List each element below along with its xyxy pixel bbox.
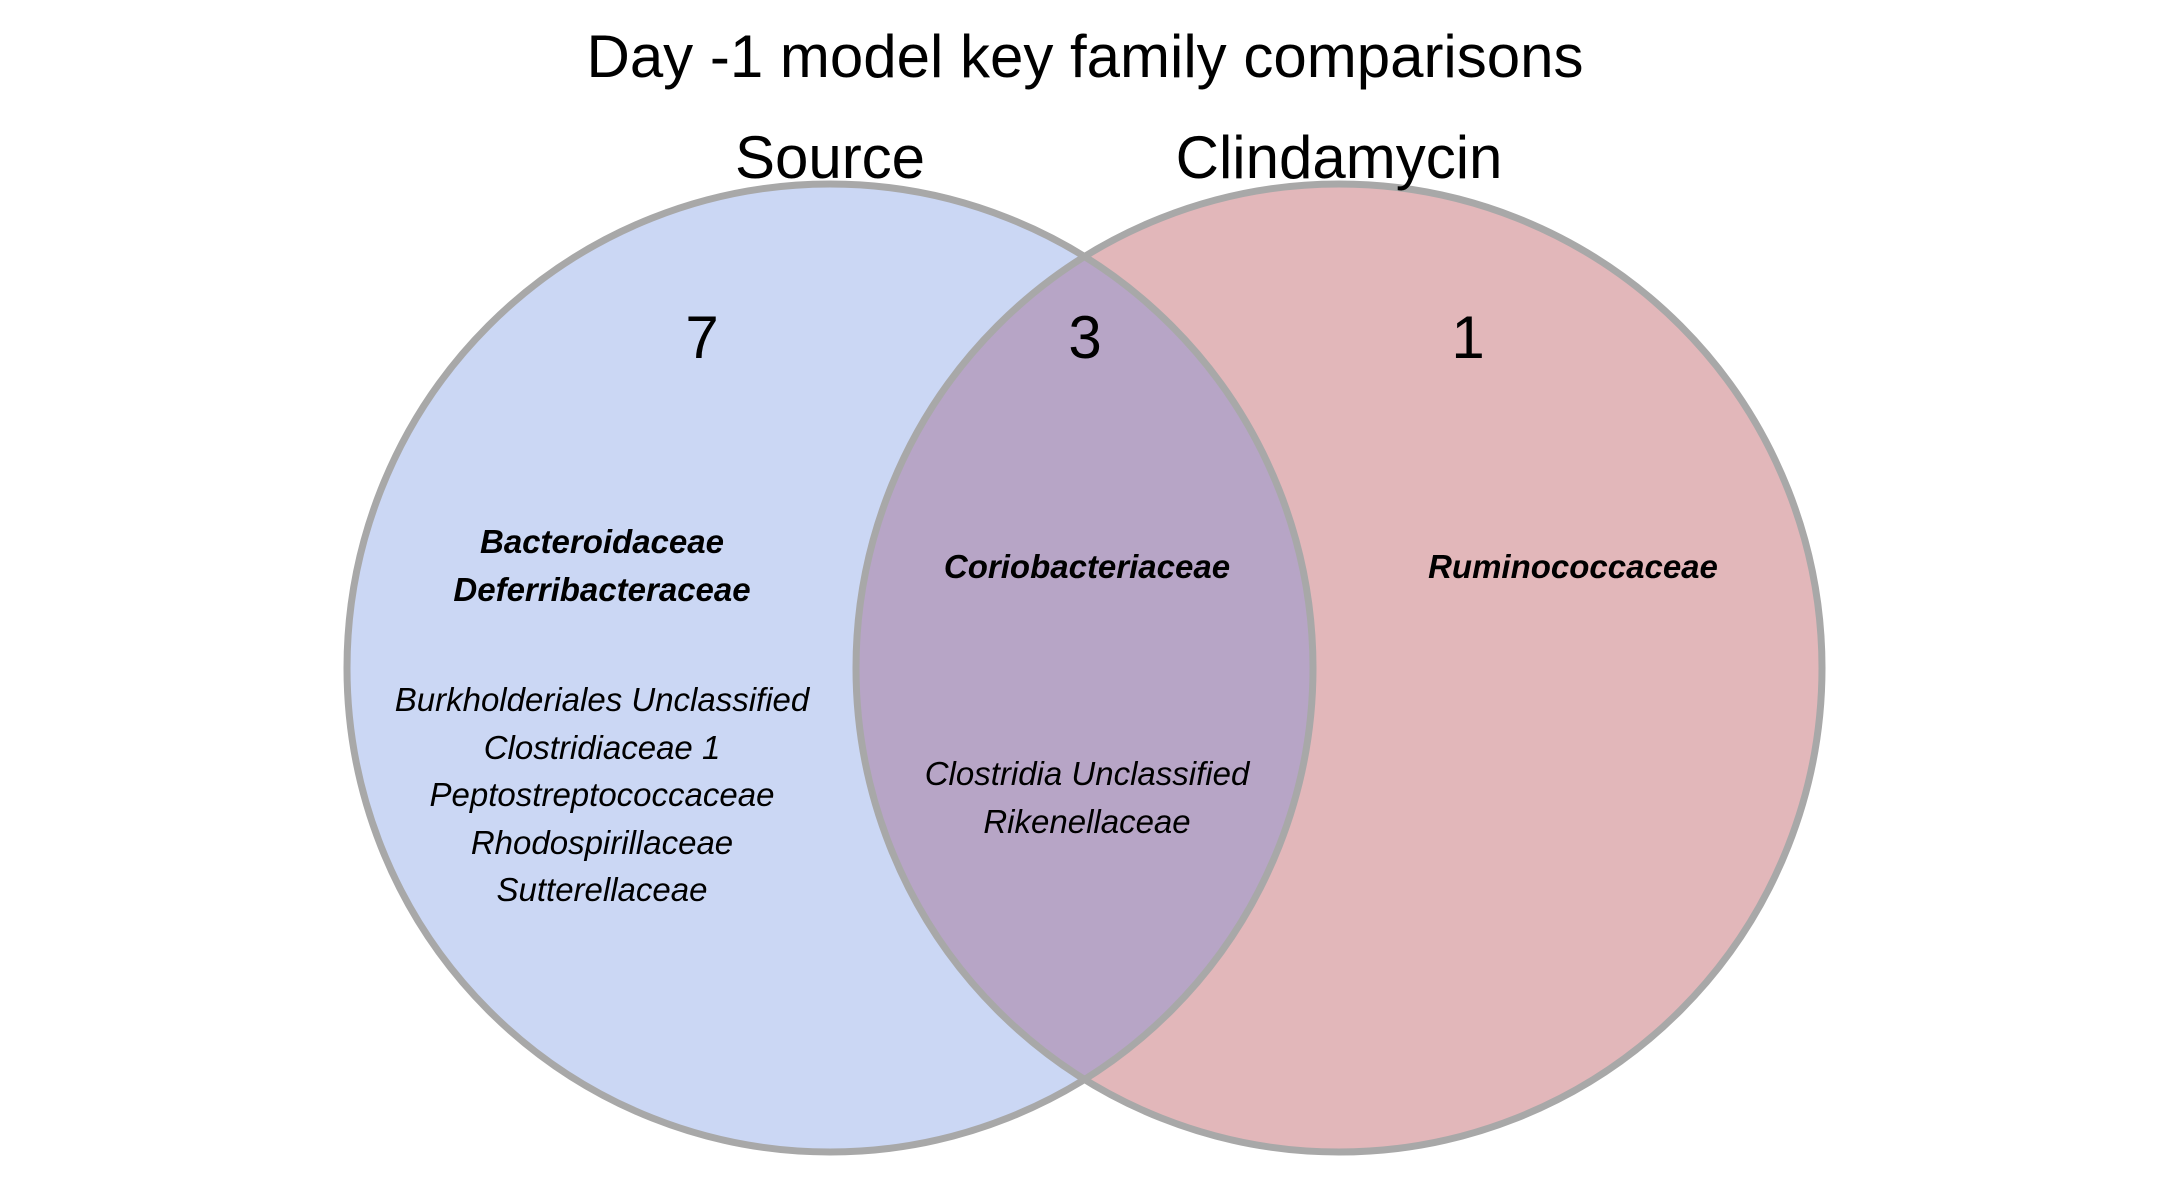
- set-a-item: Sutterellaceae: [497, 871, 708, 908]
- set-a-outline: [343, 180, 1317, 1156]
- overlap-item: Clostridia Unclassified: [925, 755, 1251, 792]
- overlap-item: Rikenellaceae: [983, 803, 1190, 840]
- set-a-count: 7: [685, 304, 718, 371]
- set-b-label: Clindamycin: [1176, 124, 1503, 191]
- set-b-count: 1: [1451, 304, 1484, 371]
- set-a-bold-item: Deferribacteraceae: [453, 571, 750, 608]
- set-a-item: Peptostreptococcaceae: [430, 776, 775, 813]
- set-a-item: Rhodospirillaceae: [471, 824, 733, 861]
- overlap-region: [856, 184, 1313, 1152]
- set-a-label: Source: [735, 124, 925, 191]
- set-a-bold-item: Bacteroidaceae: [480, 523, 724, 560]
- diagram-title: Day -1 model key family comparisons: [586, 23, 1583, 90]
- set-a-item: Clostridiaceae 1: [484, 729, 721, 766]
- overlap-count: 3: [1068, 304, 1101, 371]
- set-a-item: Burkholderiales Unclassified: [395, 681, 811, 718]
- set-b-bold-item: Ruminococcaceae: [1428, 548, 1718, 585]
- set-b-outline: [852, 180, 1826, 1156]
- overlap-bold-item: Coriobacteriaceae: [944, 548, 1230, 585]
